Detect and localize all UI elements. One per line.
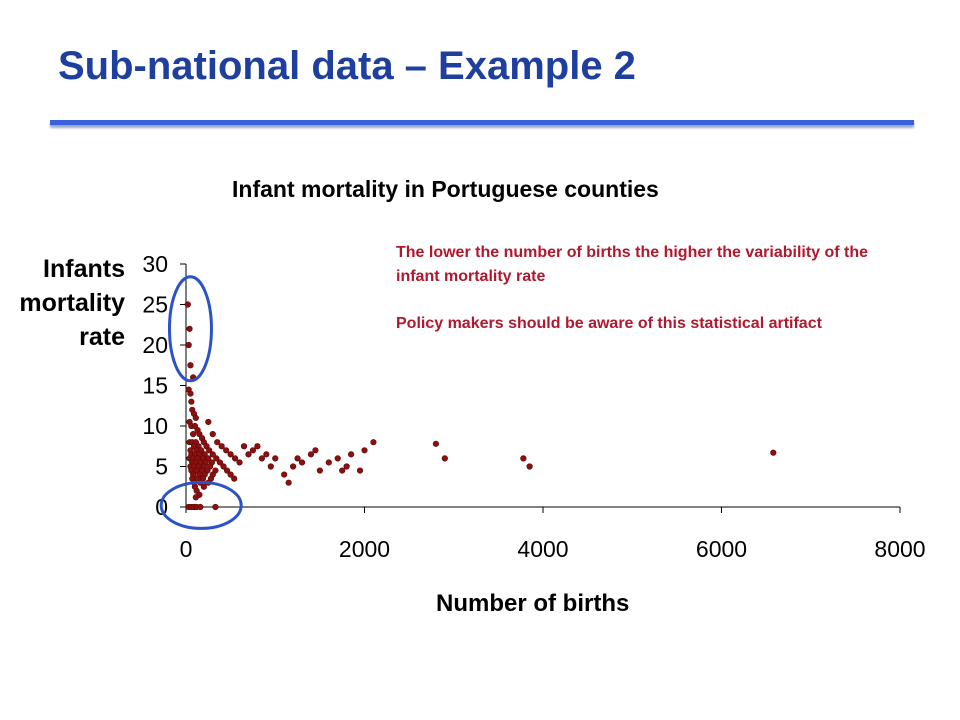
- data-point: [212, 503, 219, 511]
- data-point: [190, 431, 197, 438]
- slide-title: Sub-national data – Example 2: [58, 44, 636, 88]
- data-point: [200, 483, 207, 490]
- data-point: [205, 418, 212, 426]
- x-tick-label: 2000: [339, 536, 390, 562]
- x-tick-label: 8000: [874, 536, 925, 562]
- data-point: [245, 451, 252, 458]
- data-point: [186, 325, 193, 332]
- y-tick-label: 15: [142, 373, 168, 399]
- y-axis-label: Infants mortality rate: [19, 252, 125, 354]
- data-point: [209, 451, 216, 458]
- data-point: [185, 341, 192, 349]
- y-tick-label: 25: [142, 292, 168, 318]
- data-point: [348, 451, 355, 458]
- data-point: [272, 455, 279, 462]
- data-points: [184, 301, 777, 511]
- x-tick-label: 4000: [517, 536, 568, 562]
- data-point: [325, 459, 332, 466]
- annotation-policy: Policy makers should be aware of this st…: [396, 315, 822, 332]
- x-tick-label: 0: [180, 536, 193, 562]
- data-point: [298, 459, 306, 466]
- data-point: [184, 301, 191, 308]
- highlight-ellipse-high: [167, 275, 213, 383]
- data-point: [356, 467, 364, 474]
- data-point: [187, 390, 194, 397]
- x-tick-label: 6000: [696, 536, 747, 562]
- data-point: [312, 447, 319, 454]
- data-point: [432, 440, 440, 447]
- data-point: [258, 455, 265, 462]
- x-axis-label: Number of births: [436, 590, 630, 617]
- data-point: [231, 455, 239, 462]
- data-point: [290, 463, 297, 470]
- y-tick-label: 10: [142, 413, 168, 439]
- data-point: [223, 447, 230, 454]
- y-axis-label-line-2: mortality: [19, 289, 125, 317]
- data-point: [441, 455, 448, 462]
- data-point: [236, 459, 243, 466]
- data-point: [263, 451, 270, 458]
- highlight-ellipse-low: [159, 480, 243, 530]
- data-point: [220, 463, 227, 470]
- data-point: [361, 447, 368, 454]
- data-point: [770, 449, 777, 456]
- data-point: [218, 443, 225, 450]
- data-point: [520, 455, 527, 462]
- data-point: [192, 494, 199, 501]
- data-point: [281, 471, 288, 478]
- y-tick-label: 30: [142, 251, 168, 277]
- data-point: [214, 439, 221, 446]
- data-point: [294, 455, 301, 462]
- data-point: [231, 475, 238, 482]
- y-axis-label-line-3: rate: [79, 323, 125, 351]
- data-point: [206, 447, 213, 454]
- data-point: [188, 398, 195, 405]
- data-point: [334, 455, 341, 462]
- y-axis-label-line-1: Infants: [43, 255, 125, 283]
- data-point: [285, 479, 292, 486]
- data-point: [526, 463, 533, 470]
- annotation-variability: The lower the number of births the highe…: [396, 244, 869, 285]
- data-point: [223, 467, 231, 474]
- data-point: [197, 503, 204, 511]
- chart-title: Infant mortality in Portuguese counties: [232, 176, 659, 202]
- data-point: [254, 443, 261, 450]
- data-point: [227, 471, 234, 478]
- data-point: [227, 451, 234, 458]
- data-point: [370, 439, 377, 446]
- data-point: [187, 362, 194, 369]
- data-point: [216, 459, 224, 466]
- y-tick-label: 20: [142, 332, 168, 358]
- data-point: [307, 451, 315, 458]
- data-point: [213, 455, 220, 462]
- data-point: [192, 414, 199, 422]
- data-point: [240, 443, 248, 450]
- data-point: [316, 467, 323, 474]
- data-point: [209, 431, 216, 438]
- y-tick-label: 5: [155, 454, 168, 480]
- highlight-ellipses: [159, 275, 243, 530]
- data-point: [339, 467, 346, 474]
- data-point: [267, 463, 274, 470]
- title-divider: [50, 120, 914, 125]
- data-point: [249, 447, 257, 454]
- data-point: [343, 463, 350, 470]
